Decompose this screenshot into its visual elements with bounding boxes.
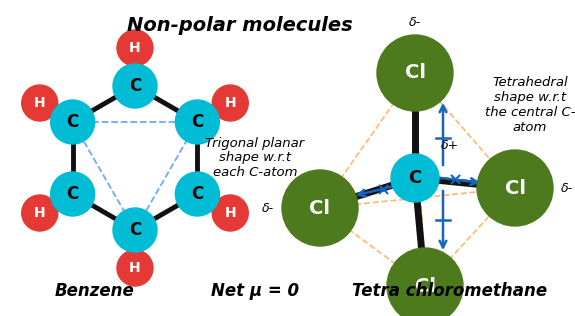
Text: Tetra chloromethane: Tetra chloromethane [352, 282, 547, 300]
Circle shape [117, 30, 153, 66]
Text: H: H [129, 41, 141, 55]
Circle shape [51, 100, 95, 144]
Text: Cl: Cl [404, 64, 426, 82]
Text: H: H [34, 96, 45, 110]
Text: Cl: Cl [504, 179, 526, 198]
Text: ×: × [447, 171, 462, 189]
Circle shape [51, 172, 95, 216]
Text: ×: × [375, 181, 390, 199]
Text: δ-: δ- [262, 202, 274, 215]
Text: Net μ = 0: Net μ = 0 [211, 282, 299, 300]
Circle shape [113, 208, 157, 252]
Circle shape [22, 195, 58, 231]
Text: H: H [129, 261, 141, 275]
Text: C: C [67, 113, 79, 131]
Circle shape [175, 172, 219, 216]
Text: C: C [408, 169, 421, 187]
Text: Tetrahedral
shape w.r.t
the central C-
atom: Tetrahedral shape w.r.t the central C- a… [485, 76, 575, 134]
Text: C: C [191, 185, 204, 203]
Circle shape [391, 154, 439, 202]
Text: Cl: Cl [309, 198, 331, 217]
Text: δ-: δ- [561, 181, 573, 195]
Text: δ-: δ- [409, 16, 421, 29]
Text: H: H [224, 96, 236, 110]
Text: Cl: Cl [415, 276, 435, 295]
Text: Benzene: Benzene [55, 282, 135, 300]
Text: H: H [34, 206, 45, 220]
Text: Non-polar molecules: Non-polar molecules [127, 16, 353, 35]
Text: δ+: δ+ [441, 139, 459, 152]
Text: C: C [129, 221, 141, 239]
Circle shape [377, 35, 453, 111]
Text: C: C [191, 113, 204, 131]
Circle shape [387, 248, 463, 316]
Text: C: C [129, 77, 141, 95]
Circle shape [212, 85, 248, 121]
Text: H: H [224, 206, 236, 220]
Circle shape [477, 150, 553, 226]
Circle shape [113, 64, 157, 108]
Text: C: C [67, 185, 79, 203]
Circle shape [117, 250, 153, 286]
Circle shape [212, 195, 248, 231]
Circle shape [22, 85, 58, 121]
Text: Trigonal planar
shape w.r.t
each C-atom: Trigonal planar shape w.r.t each C-atom [205, 137, 305, 179]
Circle shape [282, 170, 358, 246]
Circle shape [175, 100, 219, 144]
